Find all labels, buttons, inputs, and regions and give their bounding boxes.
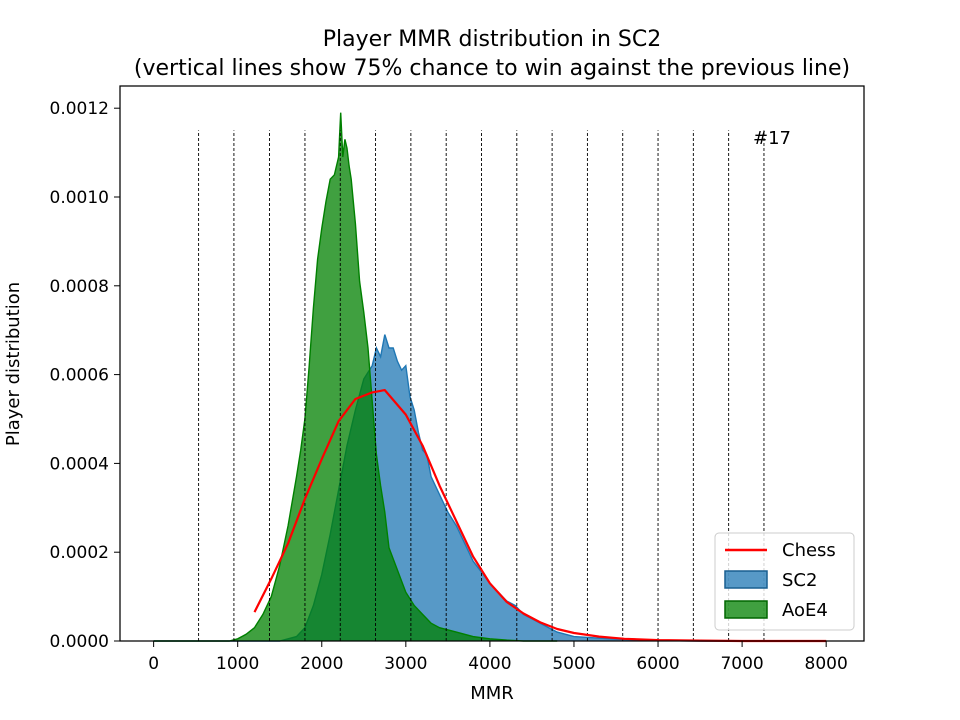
- line-chess: [253, 389, 827, 643]
- legend-label-sc2: SC2: [782, 570, 817, 591]
- x-tick-label: 3000: [384, 654, 427, 674]
- y-axis-label: Player distribution: [3, 282, 24, 446]
- area-fill-sc2: [153, 334, 743, 641]
- x-tick-label: 2000: [300, 654, 343, 674]
- y-tick-label: 0.0004: [50, 454, 109, 474]
- chart-annotation: #17: [753, 128, 791, 149]
- y-tick-label: 0.0008: [50, 277, 109, 297]
- x-axis-label: MMR: [470, 683, 514, 704]
- y-tick-label: 0.0000: [50, 632, 109, 652]
- x-tick-label: 4000: [468, 654, 511, 674]
- x-tick-label: 8000: [805, 654, 848, 674]
- chart-subtitle: (vertical lines show 75% chance to win a…: [134, 56, 850, 81]
- x-tick-label: 6000: [636, 654, 679, 674]
- x-tick-label: 7000: [720, 654, 763, 674]
- x-tick-label: 0: [148, 654, 159, 674]
- y-tick-label: 0.0010: [50, 188, 109, 208]
- chart-title: Player MMR distribution in SC2: [323, 27, 661, 52]
- area-edge-aoe4: [153, 112, 558, 642]
- y-tick-label: 0.0012: [50, 99, 109, 119]
- legend-swatch-sc2: [724, 570, 768, 589]
- y-tick-label: 0.0006: [50, 366, 109, 386]
- legend-label-chess: Chess: [782, 540, 836, 561]
- area-fill-aoe4: [153, 112, 558, 642]
- legend: Chess SC2 AoE4: [714, 532, 855, 631]
- legend-swatch-aoe4: [724, 600, 768, 619]
- y-tick-label: 0.0002: [50, 543, 109, 563]
- line-series-group: [253, 389, 827, 643]
- y-axis-ticks: 0.0000 0.0002 0.0004 0.0006 0.0008 0.0010 0.00…: [50, 99, 120, 652]
- x-tick-label: 1000: [216, 654, 259, 674]
- legend-label-aoe4: AoE4: [782, 600, 828, 621]
- x-tick-label: 5000: [552, 654, 595, 674]
- x-axis-ticks: 0 1000 2000 3000 4000 5000 6000 7000 8000: [148, 641, 848, 674]
- plot-frame: [119, 85, 865, 642]
